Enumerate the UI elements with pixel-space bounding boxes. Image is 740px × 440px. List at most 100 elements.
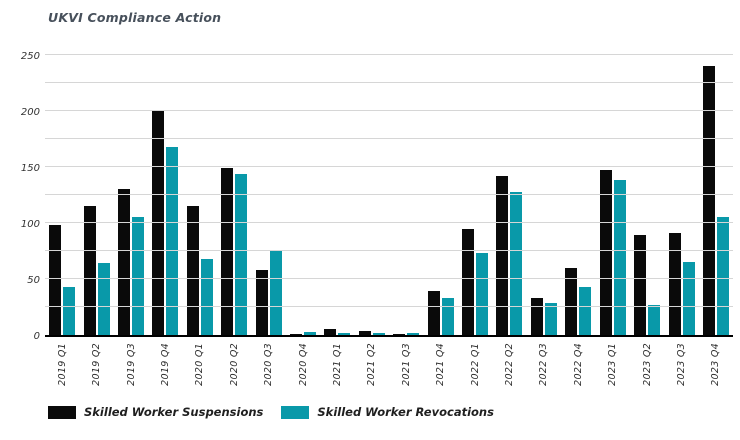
x-tick-cell: 2020 Q1 (183, 343, 217, 399)
x-axis-tick-label: 2021 Q4 (435, 343, 447, 386)
bar-group (458, 57, 492, 335)
bar-suspensions (565, 268, 578, 335)
legend-swatch-suspensions (48, 405, 76, 419)
bar-suspensions (221, 168, 234, 335)
bars-row (45, 57, 733, 335)
bar-revocations (235, 174, 248, 335)
x-axis-tick-label: 2019 Q1 (56, 343, 68, 386)
bar-suspensions (49, 225, 62, 335)
bar-group (286, 57, 320, 335)
x-tick-cell: 2019 Q1 (45, 343, 79, 399)
gridline (45, 278, 733, 279)
bar-suspensions (358, 331, 371, 335)
gridline (45, 54, 733, 55)
y-axis-tick-label: 50 (27, 275, 40, 286)
x-axis-tick-label: 2020 Q3 (263, 343, 275, 386)
legend-label-revocations: Skilled Worker Revocations (317, 405, 494, 419)
x-axis: 2019 Q1 2019 Q2 2019 Q3 2019 Q4 2020 Q1 2020 … (45, 343, 733, 399)
y-axis-tick-label: 100 (20, 219, 40, 230)
bar-group (527, 57, 561, 335)
x-axis-tick-label: 2020 Q4 (297, 343, 309, 386)
x-tick-cell: 2021 Q2 (355, 343, 389, 399)
bar-revocations (441, 298, 454, 335)
gridline (45, 82, 733, 83)
x-axis-tick-label: 2022 Q1 (469, 343, 481, 386)
bar-suspensions (702, 66, 715, 335)
bar-revocations (338, 333, 351, 335)
bar-suspensions (634, 235, 647, 335)
gridline (45, 194, 733, 195)
x-tick-cell: 2021 Q4 (423, 343, 457, 399)
bar-revocations (269, 250, 282, 335)
x-tick-cell: 2019 Q2 (79, 343, 113, 399)
bar-suspensions (186, 206, 199, 335)
bar-group (320, 57, 354, 335)
x-axis-tick-label: 2022 Q3 (538, 343, 550, 386)
gridline (45, 250, 733, 251)
x-tick-cell: 2022 Q2 (492, 343, 526, 399)
gridline (45, 222, 733, 223)
bar-suspensions (118, 189, 131, 335)
bar-group (630, 57, 664, 335)
x-axis-tick-label: 2019 Q3 (125, 343, 137, 386)
bar-group (389, 57, 423, 335)
x-tick-cell: 2020 Q3 (251, 343, 285, 399)
y-axis-tick-label: 250 (20, 51, 40, 62)
legend-label-suspensions: Skilled Worker Suspensions (84, 405, 264, 419)
bar-suspensions (83, 206, 96, 335)
x-tick-cell: 2022 Q1 (458, 343, 492, 399)
bar-suspensions (290, 334, 303, 335)
bar-suspensions (152, 111, 165, 335)
x-axis-tick-label: 2021 Q3 (400, 343, 412, 386)
gridline (45, 138, 733, 139)
x-axis-tick-label: 2020 Q1 (194, 343, 206, 386)
bar-group (492, 57, 526, 335)
bar-revocations (304, 332, 317, 335)
bar-suspensions (393, 334, 406, 335)
bar-suspensions (462, 229, 475, 335)
bar-suspensions (324, 329, 337, 335)
x-axis-tick-label: 2019 Q4 (159, 343, 171, 386)
x-axis-tick-label: 2023 Q1 (607, 343, 619, 386)
x-tick-cell: 2023 Q1 (596, 343, 630, 399)
bar-group (699, 57, 733, 335)
bar-revocations (476, 253, 489, 335)
x-axis-tick-label: 2023 Q4 (710, 343, 722, 386)
bar-group (217, 57, 251, 335)
bar-group (251, 57, 285, 335)
gridline (45, 306, 733, 307)
bar-suspensions (599, 170, 612, 335)
legend-swatch-revocations (281, 405, 310, 419)
x-axis-tick-label: 2023 Q3 (676, 343, 688, 386)
y-axis-tick-label: 200 (20, 107, 40, 118)
x-axis-tick-label: 2022 Q4 (572, 343, 584, 386)
legend-item-suspensions: Skilled Worker Suspensions (48, 405, 263, 419)
x-tick-cell: 2022 Q3 (527, 343, 561, 399)
bar-revocations (200, 259, 213, 335)
bar-group (664, 57, 698, 335)
bar-revocations (648, 305, 661, 335)
bar-revocations (716, 217, 729, 335)
bar-revocations (372, 333, 385, 335)
bar-group (79, 57, 113, 335)
y-axis-tick-label: 150 (20, 163, 40, 174)
bar-revocations (97, 263, 110, 335)
gridline (45, 166, 733, 167)
gridline (45, 110, 733, 111)
bar-revocations (613, 180, 626, 335)
bar-group (148, 57, 182, 335)
bar-group (45, 57, 79, 335)
x-axis-tick-label: 2022 Q2 (503, 343, 515, 386)
bar-revocations (544, 303, 557, 335)
x-axis-tick-label: 2021 Q1 (331, 343, 343, 386)
bar-suspensions (427, 291, 440, 335)
x-tick-cell: 2023 Q4 (699, 343, 733, 399)
bar-suspensions (530, 298, 543, 335)
x-tick-cell: 2019 Q3 (114, 343, 148, 399)
x-axis-tick-label: 2019 Q2 (91, 343, 103, 386)
bar-revocations (682, 262, 695, 335)
bar-revocations (63, 287, 76, 335)
bar-suspensions (255, 270, 268, 335)
bar-revocations (510, 192, 523, 335)
